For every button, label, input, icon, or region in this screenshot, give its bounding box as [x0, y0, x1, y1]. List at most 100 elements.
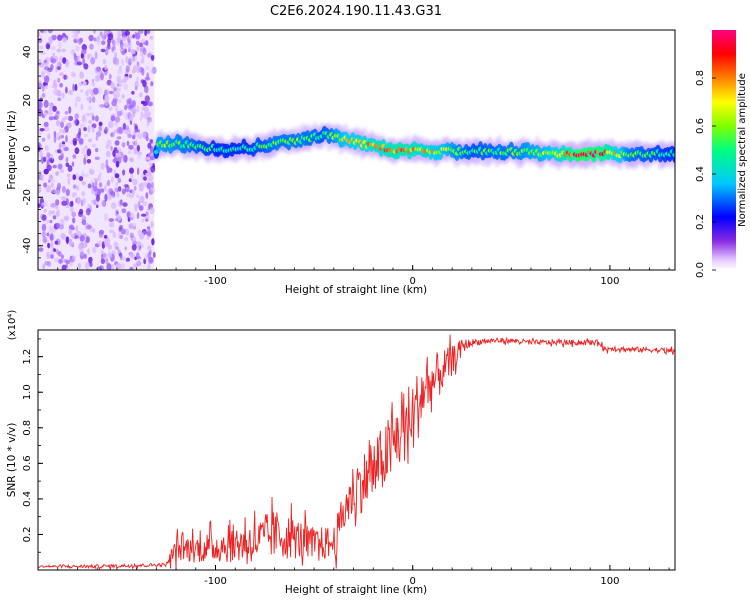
noise-point — [67, 165, 73, 172]
noise-point — [138, 183, 142, 188]
noise-point — [110, 81, 115, 89]
noise-point — [139, 92, 143, 98]
colorbar: 0.0 0.2 0.4 0.6 0.8 Normalized spectral ampl… — [695, 30, 748, 278]
noise-point — [61, 144, 66, 149]
noise-point — [49, 103, 52, 112]
noise-point — [79, 123, 86, 129]
noise-point — [46, 232, 50, 237]
noise-point — [112, 56, 117, 65]
noise-point — [58, 224, 64, 230]
noise-point — [74, 30, 80, 36]
noise-point — [52, 164, 57, 169]
noise-point — [130, 48, 136, 55]
noise-point — [60, 134, 64, 139]
noise-point — [104, 126, 108, 135]
noise-point — [128, 144, 134, 150]
noise-point — [119, 65, 122, 71]
noise-point — [83, 127, 87, 132]
noise-point — [50, 254, 54, 259]
noise-point — [133, 147, 137, 155]
noise-point — [46, 230, 51, 239]
noise-point — [146, 116, 152, 123]
noise-point — [137, 246, 141, 252]
noise-point — [75, 225, 79, 232]
noise-point — [136, 252, 140, 260]
noise-point — [125, 65, 130, 73]
noise-point — [113, 241, 119, 248]
noise-point — [107, 30, 110, 34]
noise-point — [70, 241, 74, 247]
noise-point — [134, 125, 139, 133]
spectrogram-frame — [37, 29, 676, 271]
noise-point — [118, 230, 121, 237]
noise-point — [134, 80, 139, 88]
noise-point — [144, 30, 147, 37]
noise-point — [59, 149, 63, 155]
noise-point — [125, 56, 129, 64]
noise-point — [98, 229, 105, 235]
noise-point — [43, 99, 49, 108]
noise-point — [98, 125, 103, 132]
noise-point — [50, 58, 57, 64]
noise-point — [77, 55, 81, 62]
noise-point — [122, 256, 127, 262]
noise-point — [113, 169, 117, 175]
spectrogram-panel: -100 0 100 -40 -20 0 20 40 Height of straight … — [6, 29, 676, 296]
noise-point — [50, 210, 55, 215]
noise-point — [43, 168, 49, 175]
noise-point — [73, 53, 77, 58]
noise-point — [142, 79, 147, 88]
noise-point — [145, 136, 149, 142]
noise-point — [83, 253, 87, 259]
noise-point — [92, 228, 96, 233]
noise-point — [72, 137, 78, 145]
noise-point — [55, 211, 60, 217]
noise-point — [93, 87, 99, 95]
noise-point — [132, 65, 137, 73]
noise-point — [145, 172, 150, 177]
colorbar-label: Normalized spectral amplitude — [737, 73, 748, 227]
noise-point — [126, 193, 131, 198]
noise-point — [127, 42, 132, 50]
noise-point — [56, 62, 60, 67]
noise-point — [79, 71, 84, 79]
noise-point — [149, 256, 153, 263]
noise-point — [53, 88, 58, 96]
ridge-point — [672, 152, 675, 158]
noise-point — [117, 87, 121, 93]
noise-point — [82, 81, 87, 86]
noise-point — [100, 249, 105, 255]
noise-point — [104, 127, 110, 133]
noise-point — [69, 205, 74, 213]
noise-point — [121, 50, 126, 56]
noise-point — [61, 117, 66, 122]
noise-point — [74, 101, 78, 108]
noise-point — [95, 131, 102, 137]
noise-point — [70, 49, 76, 55]
noise-point — [70, 233, 75, 238]
noise-point — [150, 69, 154, 74]
noise-point — [120, 228, 126, 235]
noise-point — [79, 251, 85, 256]
noise-point — [134, 206, 138, 213]
noise-point — [38, 247, 44, 252]
noise-point — [104, 64, 108, 71]
noise-point — [123, 184, 129, 188]
noise-point — [126, 140, 130, 146]
noise-point — [124, 30, 130, 36]
noise-point — [111, 176, 114, 183]
noise-point — [141, 218, 145, 223]
noise-point — [45, 184, 52, 193]
spectrogram-x-label: Height of straight line (km) — [285, 284, 427, 296]
noise-point — [116, 211, 119, 215]
noise-point — [56, 49, 61, 53]
noise-point — [85, 208, 91, 216]
y-tick-label: -40 — [22, 238, 33, 254]
noise-point — [83, 157, 87, 165]
noise-point — [131, 244, 137, 251]
noise-point — [50, 178, 55, 183]
noise-point — [60, 233, 66, 239]
noise-point — [66, 173, 71, 178]
noise-point — [72, 154, 77, 159]
noise-point — [92, 30, 97, 34]
